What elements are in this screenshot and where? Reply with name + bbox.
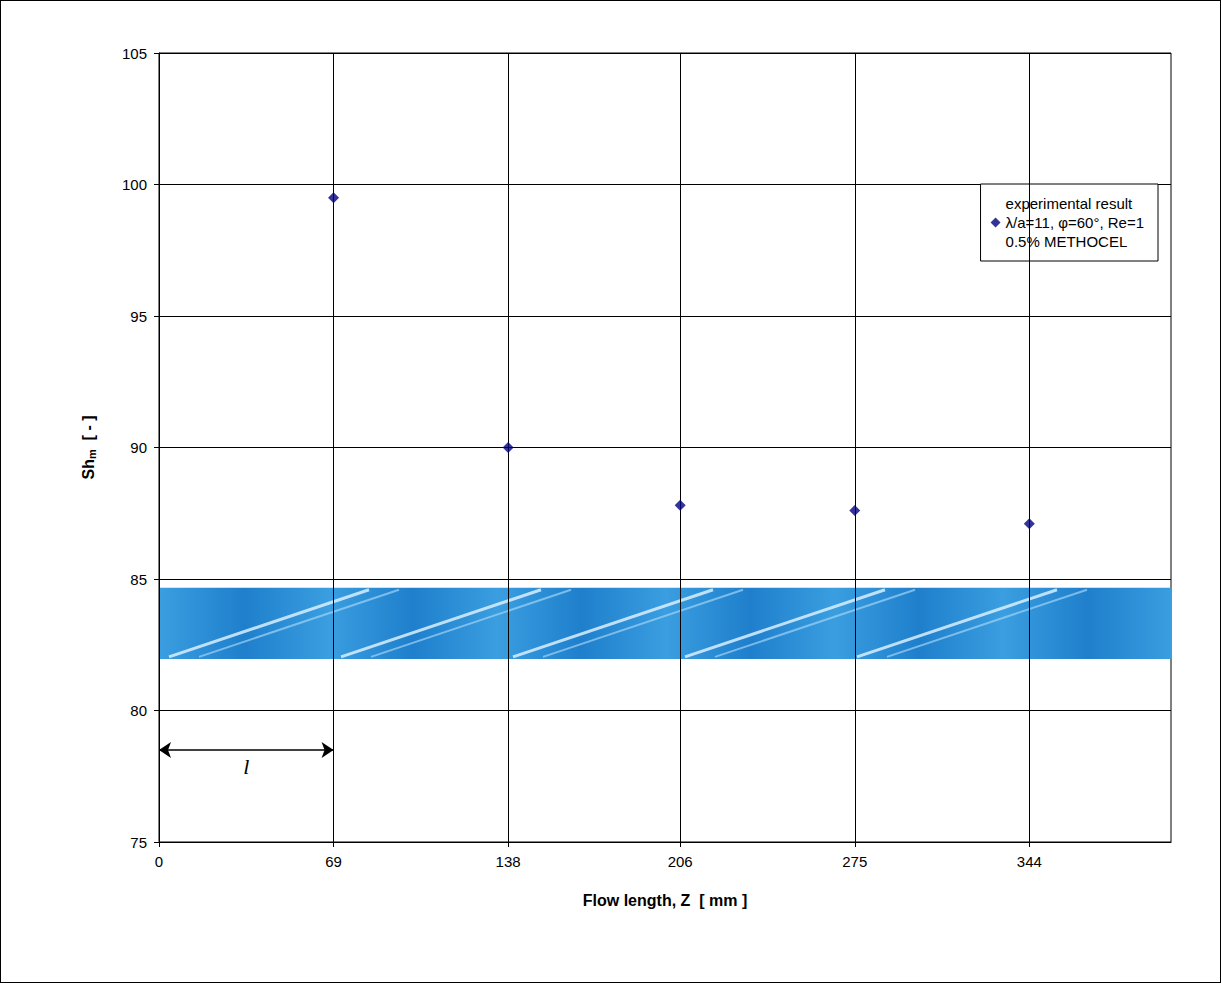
svg-text:85: 85 <box>130 571 147 588</box>
svg-text:275: 275 <box>842 853 867 870</box>
svg-text:95: 95 <box>130 308 147 325</box>
svg-text:138: 138 <box>496 853 521 870</box>
svg-text:Flow length, Z [ mm ]: Flow length, Z [ mm ] <box>583 892 747 909</box>
svg-text:75: 75 <box>130 834 147 851</box>
svg-text:344: 344 <box>1017 853 1042 870</box>
svg-text:Sh: Sh <box>80 459 97 479</box>
svg-text:100: 100 <box>122 176 147 193</box>
svg-text:90: 90 <box>130 439 147 456</box>
svg-text:λ/a=11, φ=60°, Re=1: λ/a=11, φ=60°, Re=1 <box>1006 214 1144 231</box>
svg-text:105: 105 <box>122 45 147 62</box>
svg-text:0.5% METHOCEL: 0.5% METHOCEL <box>1006 233 1128 250</box>
svg-text:206: 206 <box>668 853 693 870</box>
svg-text:experimental result: experimental result <box>1006 195 1134 212</box>
svg-text:0: 0 <box>155 853 163 870</box>
svg-text:m: m <box>86 449 98 459</box>
svg-text:69: 69 <box>325 853 342 870</box>
svg-text:l: l <box>243 754 249 779</box>
svg-text:[ - ]: [ - ] <box>80 416 97 450</box>
svg-text:80: 80 <box>130 702 147 719</box>
